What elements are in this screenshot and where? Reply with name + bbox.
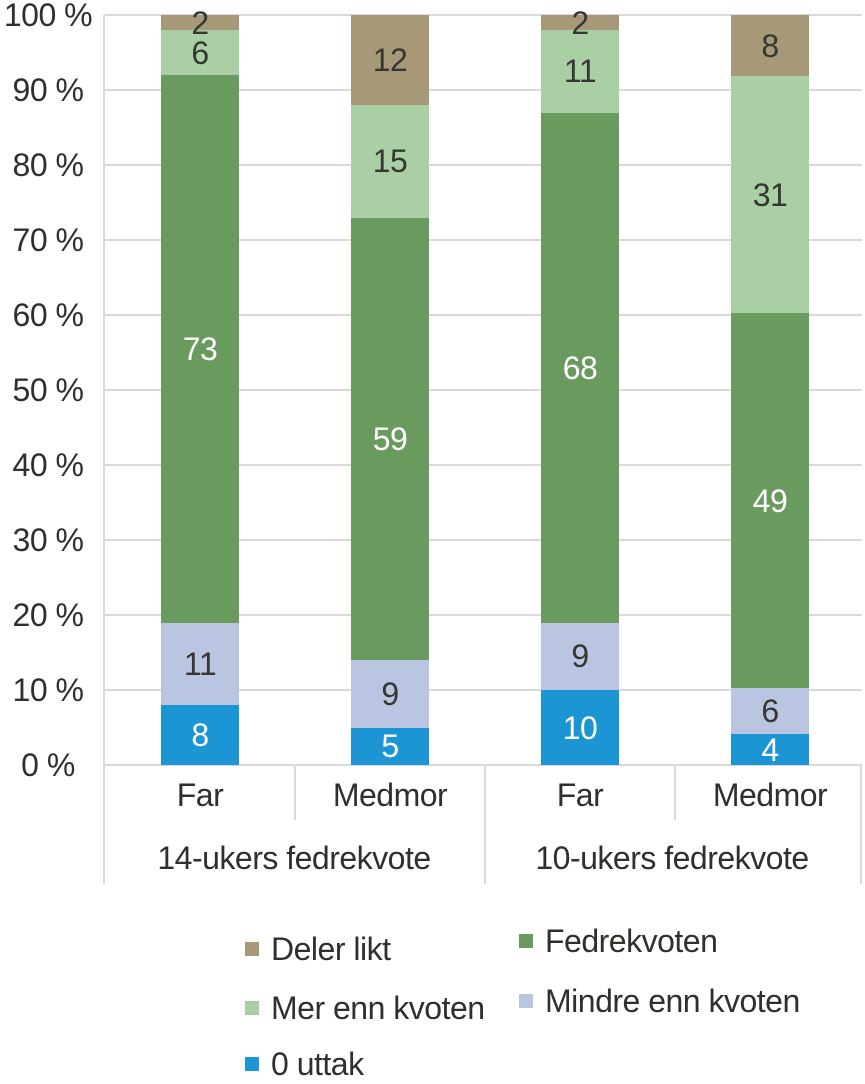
axis-line (860, 765, 862, 884)
y-tick-label: 20 % (12, 597, 84, 633)
category-label-medmor: Medmor (712, 777, 828, 813)
gridline (105, 14, 862, 16)
bar-segment-deler-likt: 12 (351, 15, 429, 105)
segment-value-label: 12 (372, 42, 408, 78)
y-tick-label: 80 % (12, 147, 84, 183)
segment-value-label: 9 (571, 638, 589, 675)
gridline (105, 389, 862, 391)
bar-segment-deler-likt: 2 (541, 7, 619, 39)
gridline (105, 164, 862, 166)
legend-swatch-deler-likt (245, 942, 259, 956)
gridline (105, 539, 862, 541)
segment-value-label: 11 (183, 645, 217, 682)
bar-10-ukers-fedrekvote-medmor: 4 6 49 31 8 (731, 15, 809, 768)
axis-line (103, 15, 105, 884)
gridline (105, 614, 862, 616)
gridline (105, 239, 862, 241)
gridline (105, 764, 862, 766)
category-label-far: Far (176, 777, 224, 813)
bar-segment-fedrekvoten: 73 (161, 75, 239, 623)
category-label-far: Far (556, 777, 604, 813)
segment-value-label: 49 (752, 482, 788, 519)
bar-segment-mindre-enn-kvoten: 9 (351, 660, 429, 728)
legend-label: Deler likt (271, 931, 391, 967)
category-label-medmor: Medmor (332, 777, 448, 813)
plot-area: 8 11 73 6 2 5 9 59 15 12 10 9 68 11 2 4 6 49 31 8 (105, 7, 862, 768)
legend-item-deler-likt: Deler likt (245, 931, 391, 967)
segment-value-label: 8 (761, 27, 779, 64)
gridline (105, 314, 862, 316)
segment-value-label: 5 (381, 728, 399, 765)
bar-segment-deler-likt: 8 (731, 15, 809, 77)
segment-value-label: 9 (381, 675, 399, 712)
legend-swatch-0-uttak (245, 1057, 259, 1071)
bar-segment-fedrekvoten: 59 (351, 217, 429, 660)
gridline (105, 89, 862, 91)
bar-segment-0-uttak: 8 (161, 705, 239, 765)
legend-item-fedrekvoten: Fedrekvoten (519, 923, 718, 959)
bar-segment-fedrekvoten: 68 (541, 112, 619, 623)
axis-line (484, 765, 486, 884)
legend-swatch-fedrekvoten (519, 934, 533, 948)
legend: Deler likt Mer enn kvoten 0 uttak Fedrekvot… (0, 900, 865, 1084)
bar-segment-mer-enn-kvoten: 15 (351, 105, 429, 218)
bar-10-ukers-fedrekvote-far: 10 9 68 11 2 (541, 7, 619, 765)
bar-segment-mer-enn-kvoten: 6 (161, 30, 239, 75)
group-label-10-ukers-fedrekvote: 10-ukers fedrekvote (535, 840, 809, 876)
segment-value-label: 10 (562, 709, 598, 746)
bar-segment-mer-enn-kvoten: 11 (541, 30, 619, 113)
category-axis: Far Medmor Far Medmor 14-ukers fedrekvote 10-… (103, 15, 862, 884)
legend-item-mer-enn-kvoten: Mer enn kvoten (245, 992, 485, 1024)
bar-segment-0-uttak: 4 (731, 731, 809, 768)
bar-segment-fedrekvoten: 49 (731, 313, 809, 689)
legend-label: Mer enn kvoten (271, 990, 485, 1026)
segment-value-label: 59 (372, 420, 408, 457)
bar-14-ukers-fedrekvote-medmor: 5 9 59 15 12 (351, 15, 429, 765)
y-axis: 0 % 10 % 20 % 30 % 40 % 50 % 60 % 70 % 80 % 90 % 1… (0, 0, 96, 900)
axis-line (294, 765, 296, 820)
segment-value-label: 2 (191, 4, 209, 41)
segment-value-label: 4 (761, 731, 779, 768)
y-tick-label: 10 % (12, 672, 84, 708)
legend-item-mindre-enn-kvoten: Mindre enn kvoten (519, 985, 800, 1017)
y-tick-label: 40 % (12, 447, 84, 483)
segment-value-label: 8 (191, 717, 209, 753)
legend-swatch-mindre-enn-kvoten (519, 994, 533, 1008)
legend-label: Mindre enn kvoten (545, 983, 800, 1019)
bar-14-ukers-fedrekvote-far: 8 11 73 6 2 (161, 7, 239, 765)
y-tick-label: 60 % (12, 297, 84, 333)
bar-segment-deler-likt: 2 (161, 7, 239, 39)
segment-value-label: 73 (182, 330, 218, 367)
bar-segment-0-uttak: 10 (541, 690, 619, 765)
segment-value-label: 31 (752, 176, 788, 213)
segment-value-label: 11 (563, 53, 597, 90)
y-tick-label: 0 % (21, 747, 75, 783)
bar-segment-mer-enn-kvoten: 31 (731, 76, 809, 314)
legend-label: 0 uttak (271, 1046, 364, 1082)
segment-value-label: 2 (571, 4, 589, 41)
y-tick-label: 30 % (12, 522, 84, 558)
axis-line (674, 765, 676, 820)
y-tick-label: 90 % (12, 72, 84, 108)
gridline (105, 689, 862, 691)
legend-swatch-mer-enn-kvoten (245, 1001, 259, 1015)
segment-value-label: 68 (562, 349, 598, 386)
group-label-14-ukers-fedrekvote: 14-ukers fedrekvote (157, 840, 431, 876)
segment-value-label: 6 (191, 34, 209, 71)
bar-segment-mindre-enn-kvoten: 11 (161, 622, 239, 705)
y-tick-label: 50 % (12, 372, 84, 408)
segment-value-label: 15 (372, 143, 408, 180)
gridline (105, 464, 862, 466)
y-tick-label: 100 % (3, 0, 93, 33)
segment-value-label: 6 (761, 693, 779, 730)
legend-item-0-uttak: 0 uttak (245, 1048, 364, 1080)
y-tick-label: 70 % (12, 222, 84, 258)
legend-label: Fedrekvoten (545, 923, 718, 959)
bar-segment-0-uttak: 5 (351, 727, 429, 765)
bar-segment-mindre-enn-kvoten: 6 (731, 688, 809, 735)
bar-segment-mindre-enn-kvoten: 9 (541, 622, 619, 690)
